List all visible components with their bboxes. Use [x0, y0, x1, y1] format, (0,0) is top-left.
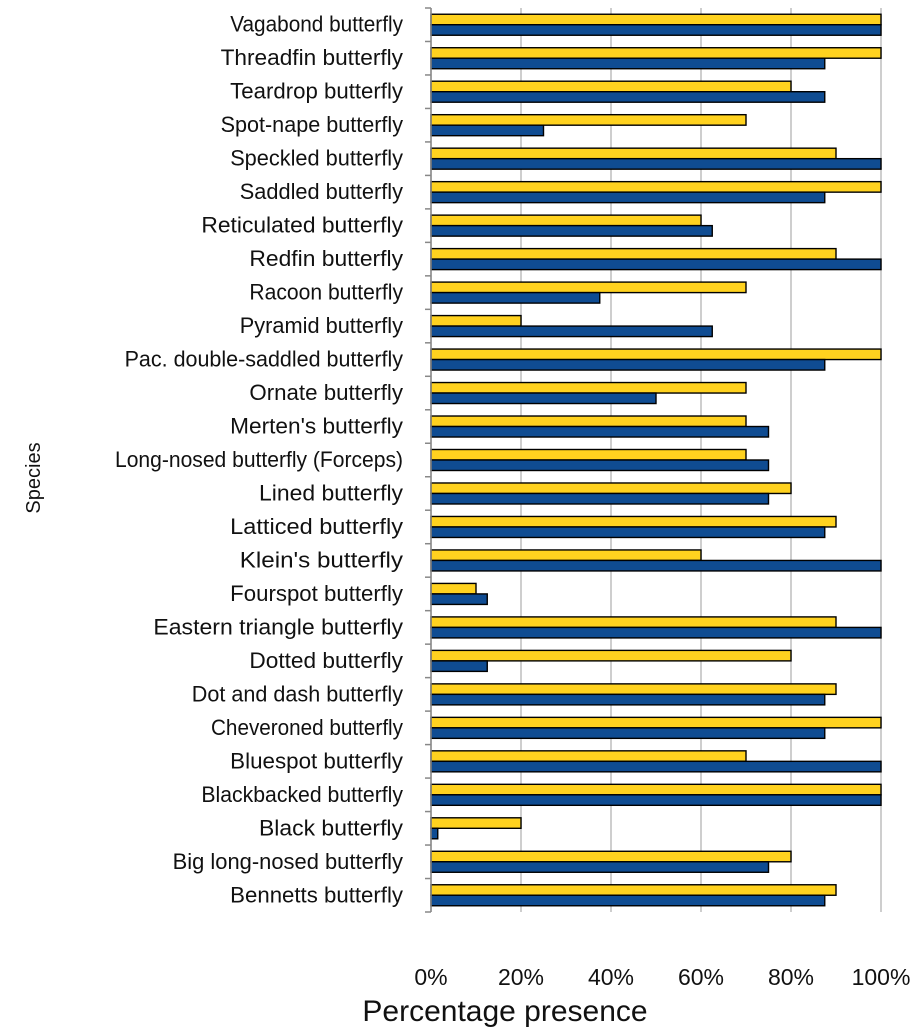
bar-series-1 [430, 850, 792, 863]
category-label: Pac. double-saddled butterfly [125, 347, 403, 372]
category-label: Cheveroned butterfly [211, 715, 403, 740]
category-label: Ornate butterfly [249, 380, 403, 405]
bar-series-2 [430, 827, 439, 840]
bar-series-2 [430, 760, 882, 773]
bar-series-2 [430, 559, 882, 572]
bar-series-2 [430, 492, 770, 505]
x-axis-title: Percentage presence [362, 995, 647, 1028]
bars [430, 13, 882, 907]
category-label: Dot and dash butterfly [192, 681, 403, 706]
bar-series-2 [430, 291, 601, 304]
bar-series-1 [430, 348, 882, 361]
category-label: Reticulated butterfly [201, 213, 403, 238]
bar-series-1 [430, 884, 837, 896]
category-label: Eastern triangle butterfly [153, 614, 403, 639]
bar-series-1 [430, 147, 837, 160]
x-tick-label: 80% [768, 964, 814, 990]
bar-series-2 [430, 526, 826, 539]
bar-series-1 [430, 582, 477, 595]
bar-series-2 [430, 358, 826, 371]
category-label: Bluespot butterfly [230, 748, 403, 773]
bar-series-1 [430, 281, 747, 294]
category-label: Racoon butterfly [249, 280, 403, 305]
category-label: Teardrop butterfly [230, 79, 403, 104]
bar-series-2 [430, 258, 882, 271]
bar-series-2 [430, 861, 770, 873]
bar-series-2 [430, 693, 826, 706]
category-label: Saddled butterfly [240, 179, 403, 204]
bar-series-2 [430, 593, 488, 606]
category-label: Blackbacked butterfly [201, 782, 403, 807]
bar-series-1 [430, 47, 882, 59]
bar-series-1 [430, 314, 522, 327]
bar-series-2 [430, 660, 488, 673]
bar-series-2 [430, 425, 770, 438]
axes [425, 7, 432, 913]
bar-series-2 [430, 894, 826, 907]
bar-series-1 [430, 549, 702, 562]
bar-series-1 [430, 214, 702, 227]
bar-series-2 [430, 325, 713, 338]
bar-series-2 [430, 191, 826, 204]
bar-series-2 [430, 392, 657, 405]
category-label: Fourspot butterfly [230, 581, 403, 606]
bar-series-2 [430, 157, 882, 170]
category-label: Vagabond butterfly [230, 12, 403, 37]
category-label: Lined butterfly [259, 480, 403, 505]
category-label: Pyramid butterfly [240, 313, 403, 338]
y-axis-title: Species [23, 442, 45, 513]
x-tick-label: 60% [678, 964, 724, 990]
bar-series-1 [430, 616, 837, 629]
bar-series-1 [430, 13, 882, 26]
category-label: Threadfin butterfly [221, 45, 403, 70]
category-label: Long-nosed butterfly (Forceps) [115, 447, 403, 472]
bar-series-1 [430, 482, 792, 495]
category-label: Spot-nape butterfly [221, 112, 403, 137]
x-tick-labels: 0% 20% 40% 60% 80% 100% [414, 964, 910, 990]
bar-series-1 [430, 113, 747, 126]
bar-series-1 [430, 381, 747, 394]
bar-series-1 [430, 716, 882, 729]
x-tick-label: 100% [852, 964, 911, 990]
bar-series-1 [430, 247, 837, 260]
bar-series-1 [430, 649, 792, 662]
category-label: Merten's butterfly [230, 414, 403, 439]
bar-series-2 [430, 626, 882, 639]
bar-series-2 [430, 459, 770, 472]
x-tick-label: 20% [498, 964, 544, 990]
bar-series-2 [430, 794, 882, 807]
category-label: Klein's butterfly [240, 547, 403, 572]
category-label: Latticed butterfly [230, 514, 403, 539]
category-label: Bennetts butterfly [230, 882, 403, 907]
bar-series-1 [430, 783, 882, 796]
x-tick-label: 0% [414, 964, 447, 990]
bar-series-2 [430, 57, 826, 70]
bar-series-2 [430, 24, 882, 36]
bar-series-2 [430, 91, 826, 103]
bar-series-2 [430, 224, 713, 237]
bar-series-1 [430, 415, 747, 428]
category-label: Black butterfly [259, 815, 403, 840]
bar-series-1 [430, 448, 747, 461]
bar-series-2 [430, 727, 826, 740]
category-label: Dotted butterfly [249, 648, 403, 673]
bar-series-2 [430, 124, 545, 137]
bar-series-1 [430, 817, 522, 829]
bar-series-1 [430, 80, 792, 93]
bar-series-1 [430, 515, 837, 528]
category-label: Speckled butterfly [230, 146, 403, 171]
bar-series-1 [430, 683, 837, 696]
category-label: Redfin butterfly [249, 246, 403, 271]
bar-series-1 [430, 750, 747, 763]
x-tick-label: 40% [588, 964, 634, 990]
bar-series-1 [430, 180, 882, 193]
category-label: Big long-nosed butterfly [173, 849, 403, 874]
category-labels: Vagabond butterfly Threadfin butterfly Tea… [115, 12, 403, 908]
